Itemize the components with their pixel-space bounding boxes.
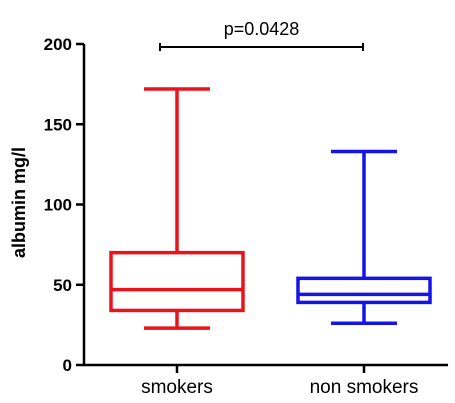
box-smokers bbox=[109, 87, 245, 330]
x-tick-label: non smokers bbox=[310, 377, 419, 398]
y-tick-label: 150 bbox=[44, 115, 72, 134]
y-tick-label: 50 bbox=[53, 276, 72, 295]
boxes bbox=[109, 87, 432, 330]
iqr-box bbox=[109, 250, 245, 313]
y-tick-label: 0 bbox=[63, 356, 72, 375]
box-non-smokers bbox=[296, 149, 432, 326]
significance-annotation: p=0.0428 bbox=[159, 19, 364, 51]
x-tick-label: smokers bbox=[141, 377, 213, 398]
iqr-box bbox=[296, 276, 432, 305]
y-tick-label: 200 bbox=[44, 35, 72, 54]
p-value-label: p=0.0428 bbox=[224, 19, 300, 39]
axes: 0 50 100 150 200 smokers non smokers bbox=[44, 35, 448, 398]
y-axis-label: albumin mg/l bbox=[9, 147, 29, 258]
y-tick-label: 100 bbox=[44, 196, 72, 215]
